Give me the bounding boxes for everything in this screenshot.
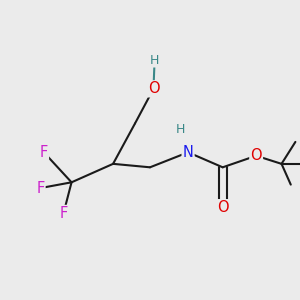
Text: O: O [250, 148, 262, 163]
Text: H: H [175, 123, 185, 136]
Text: O: O [148, 81, 159, 96]
Text: N: N [183, 145, 194, 160]
Text: F: F [40, 145, 48, 160]
Text: F: F [59, 206, 68, 221]
Text: F: F [36, 181, 44, 196]
Text: H: H [150, 53, 159, 67]
Text: O: O [217, 200, 229, 215]
